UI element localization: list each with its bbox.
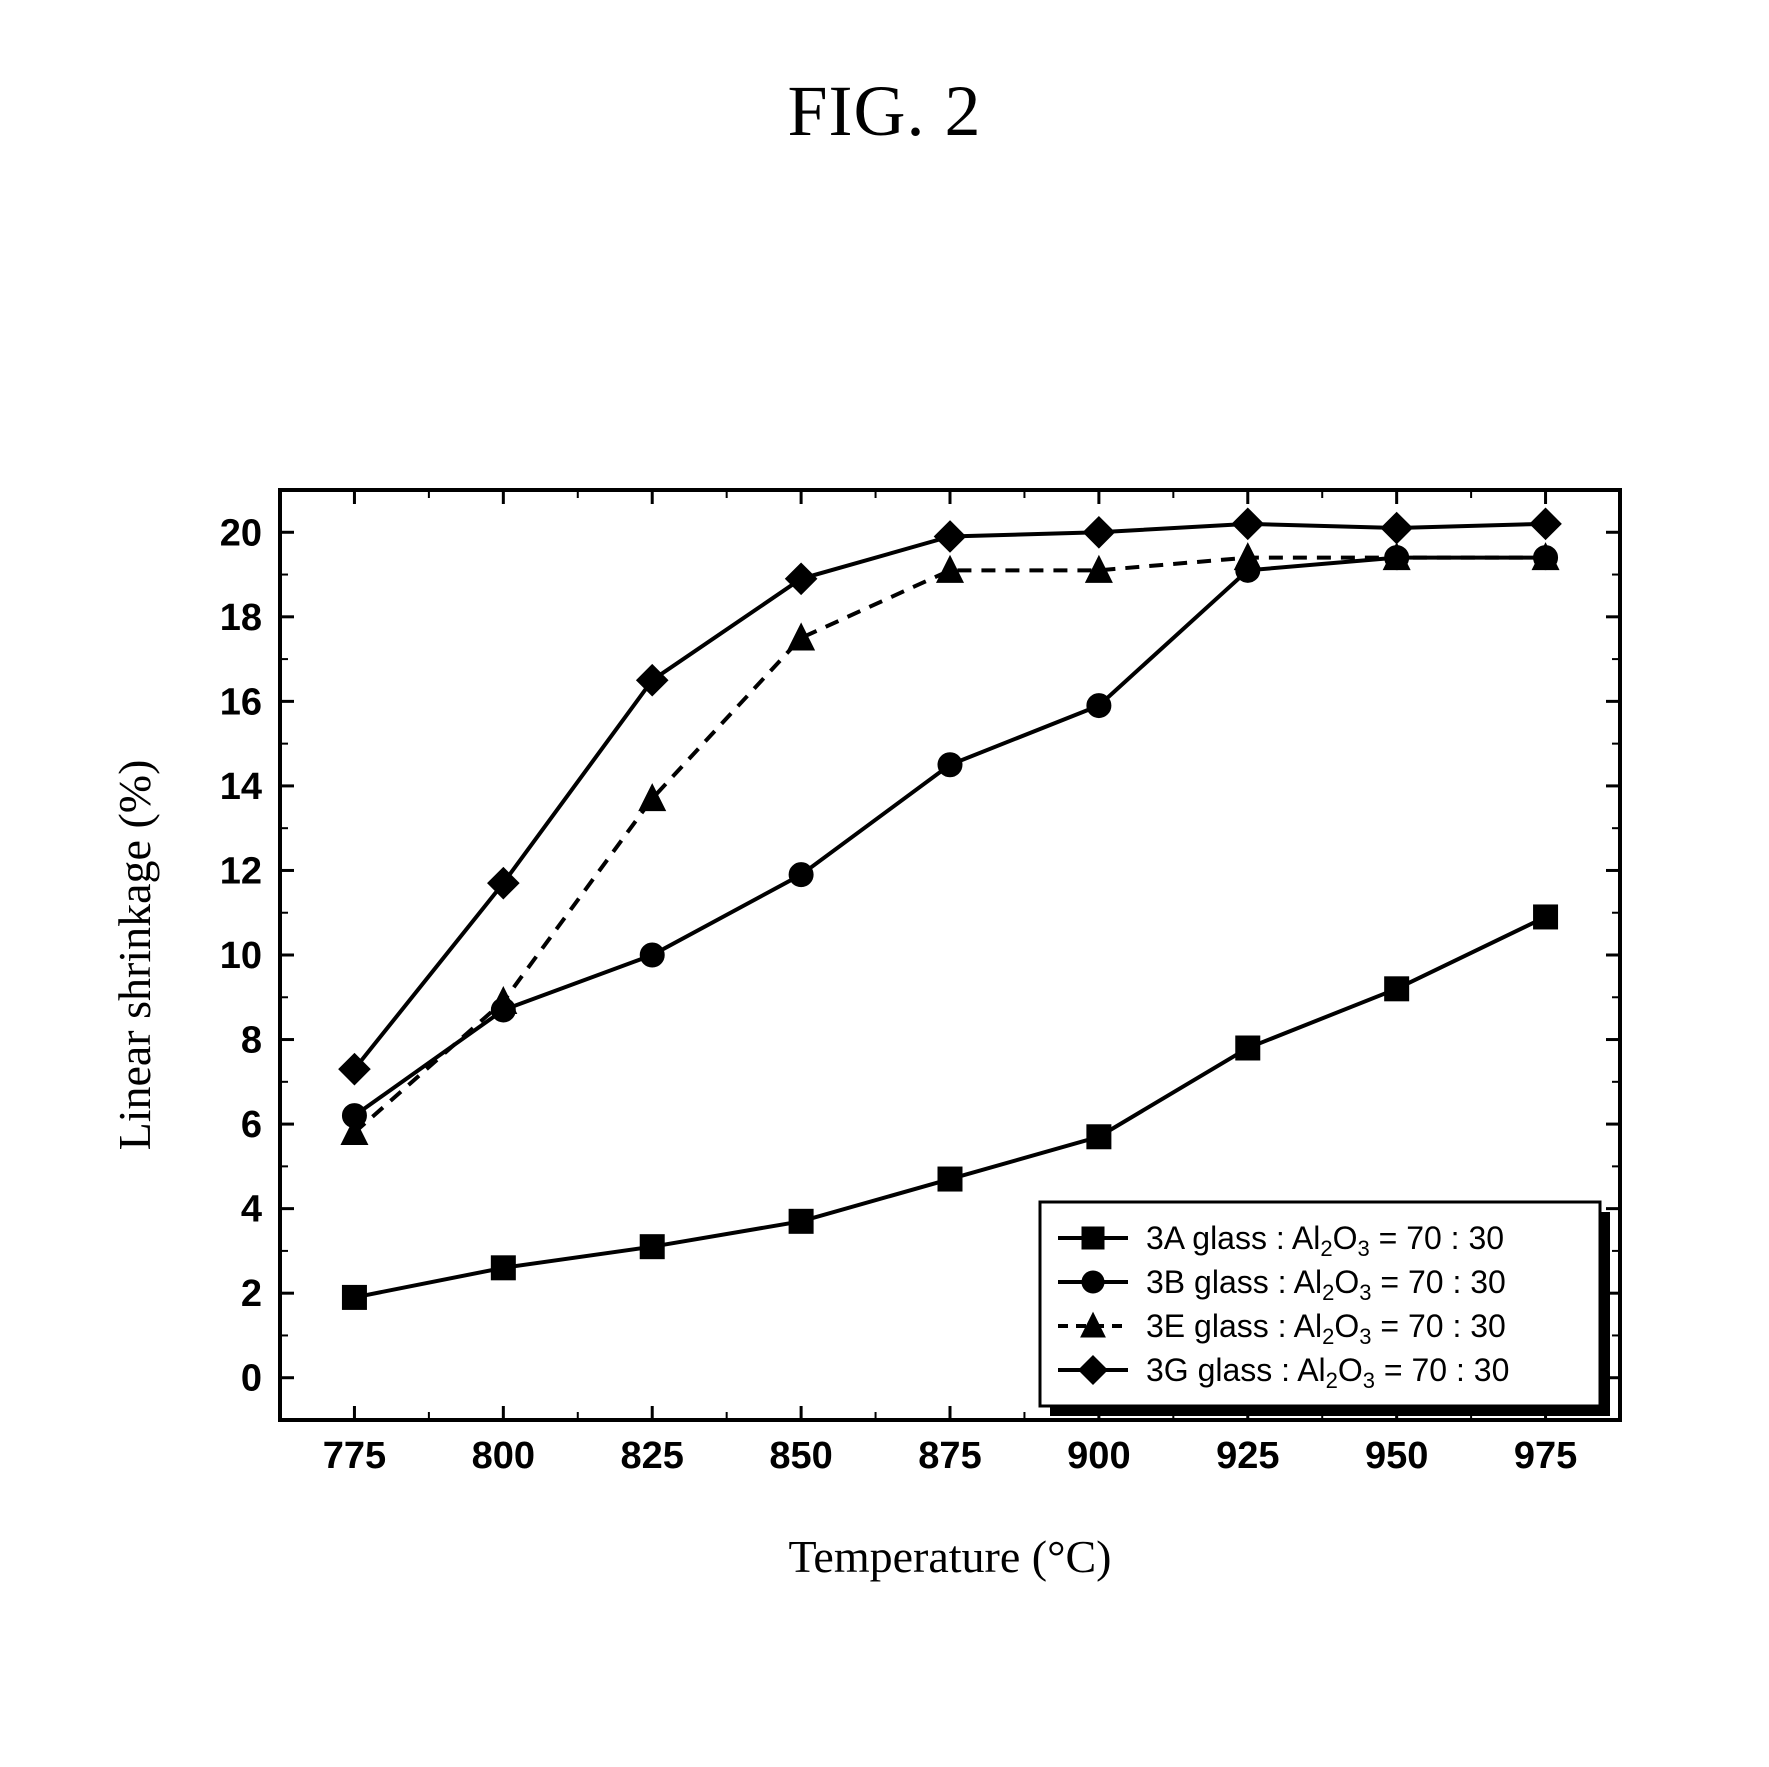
- chart-container: 775 800 825 850 875 900 925 950 975 0 2 4 6 8 10 12 14 16…: [100, 470, 1660, 1600]
- x-axis-label: Temperature (°C): [789, 1531, 1112, 1582]
- svg-text:18: 18: [220, 597, 262, 639]
- svg-text:4: 4: [241, 1189, 262, 1231]
- series-3B: [342, 546, 1557, 1128]
- svg-text:925: 925: [1216, 1435, 1279, 1477]
- svg-text:2: 2: [241, 1273, 262, 1315]
- svg-text:800: 800: [472, 1435, 535, 1477]
- svg-text:20: 20: [220, 512, 262, 554]
- svg-text:0: 0: [241, 1358, 262, 1400]
- svg-text:10: 10: [220, 935, 262, 977]
- figure-title: FIG. 2: [0, 70, 1769, 153]
- svg-text:775: 775: [323, 1435, 386, 1477]
- series-3E: [341, 543, 1559, 1144]
- shrinkage-chart: 775 800 825 850 875 900 925 950 975 0 2 4 6 8 10 12 14 16…: [100, 470, 1660, 1600]
- svg-text:900: 900: [1067, 1435, 1130, 1477]
- svg-text:14: 14: [220, 766, 262, 808]
- svg-text:850: 850: [769, 1435, 832, 1477]
- svg-text:875: 875: [918, 1435, 981, 1477]
- svg-text:975: 975: [1514, 1435, 1577, 1477]
- svg-text:950: 950: [1365, 1435, 1428, 1477]
- svg-text:8: 8: [241, 1020, 262, 1062]
- svg-text:6: 6: [241, 1104, 262, 1146]
- svg-text:16: 16: [220, 681, 262, 723]
- svg-text:12: 12: [220, 850, 262, 892]
- svg-text:825: 825: [621, 1435, 684, 1477]
- y-axis-label: Linear shrinkage (%): [109, 760, 160, 1151]
